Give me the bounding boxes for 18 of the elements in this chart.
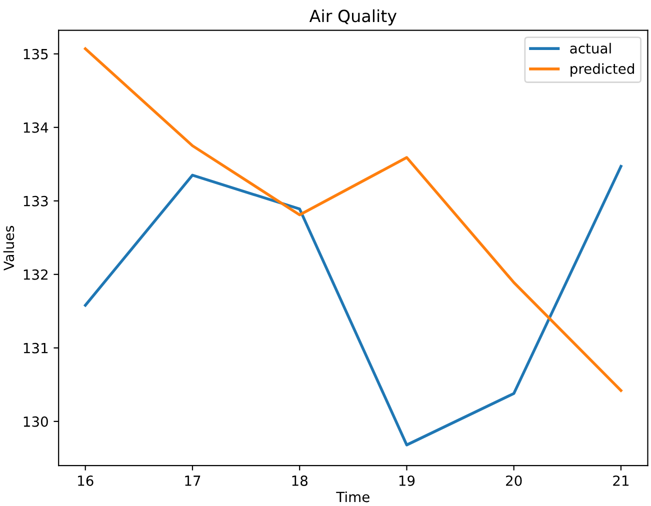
legend-label: actual: [570, 42, 611, 54]
y-tick-label: 133: [24, 196, 48, 206]
y-tick-label: 135: [24, 48, 48, 60]
y-tick-label: 131: [24, 342, 48, 354]
y-tick-label: 132: [24, 269, 48, 280]
x-axis-title: Time: [336, 491, 370, 502]
y-tick-label: 130: [24, 416, 48, 427]
y-tick-label: 134: [24, 122, 48, 133]
x-tick-label: 18: [292, 475, 308, 486]
chart-title: Air Quality: [309, 9, 397, 26]
x-tick-label: 20: [506, 475, 522, 486]
x-tick-label: 19: [399, 475, 415, 486]
legend-label: predicted: [570, 63, 634, 77]
x-tick-label: 21: [613, 475, 629, 486]
y-axis-title: Values: [3, 226, 14, 271]
x-tick-label: 16: [78, 475, 94, 486]
x-tick-label: 17: [185, 476, 200, 486]
line-series: [84, 164, 622, 446]
